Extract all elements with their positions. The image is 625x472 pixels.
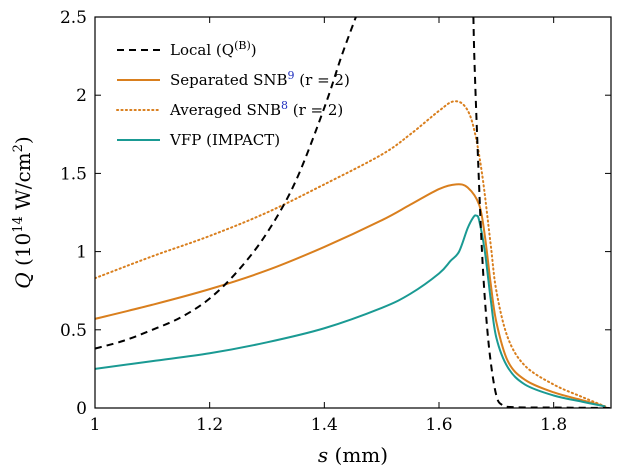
x-tick-label: 1 [90, 415, 101, 435]
legend-entry-vfp-impact: VFP (IMPACT) [169, 131, 280, 149]
y-tick-label: 0 [76, 399, 87, 419]
series-line-separated-snb [95, 183, 606, 408]
y-tick-label: 1.5 [60, 164, 87, 184]
series-line-vfp-impact [95, 214, 606, 408]
y-tick-label: 2.5 [60, 8, 87, 28]
series-line-local [472, 17, 611, 408]
series-line-averaged-snb [95, 100, 607, 408]
legend-entry-separated-snb: Separated SNB9 (r = 2) [170, 69, 350, 89]
y-axis-label: Q (1014 W/cm2) [11, 136, 35, 288]
x-tick-label: 1.8 [540, 415, 567, 435]
x-tick-label: 1.6 [425, 415, 452, 435]
x-tick-label: 1.4 [311, 415, 338, 435]
x-tick-label: 1.2 [196, 415, 223, 435]
y-tick-label: 1 [76, 243, 87, 263]
legend: Local (Q(B)) Separated SNB9 (r = 2) Averag… [116, 39, 350, 149]
series-line-local [95, 17, 357, 350]
x-axis-label: s (mm) [318, 443, 388, 467]
legend-entry-averaged-snb: Averaged SNB8 (r = 2) [169, 99, 343, 119]
ticks-layer: 1 1.2 1.4 1.6 1.8 0 0.5 1 1.5 2 2.5 [60, 8, 611, 435]
legend-entry-local: Local (Q(B)) [170, 39, 257, 59]
y-tick-label: 0.5 [60, 321, 87, 341]
plot-frame [94, 16, 612, 409]
y-tick-label: 2 [76, 86, 87, 106]
